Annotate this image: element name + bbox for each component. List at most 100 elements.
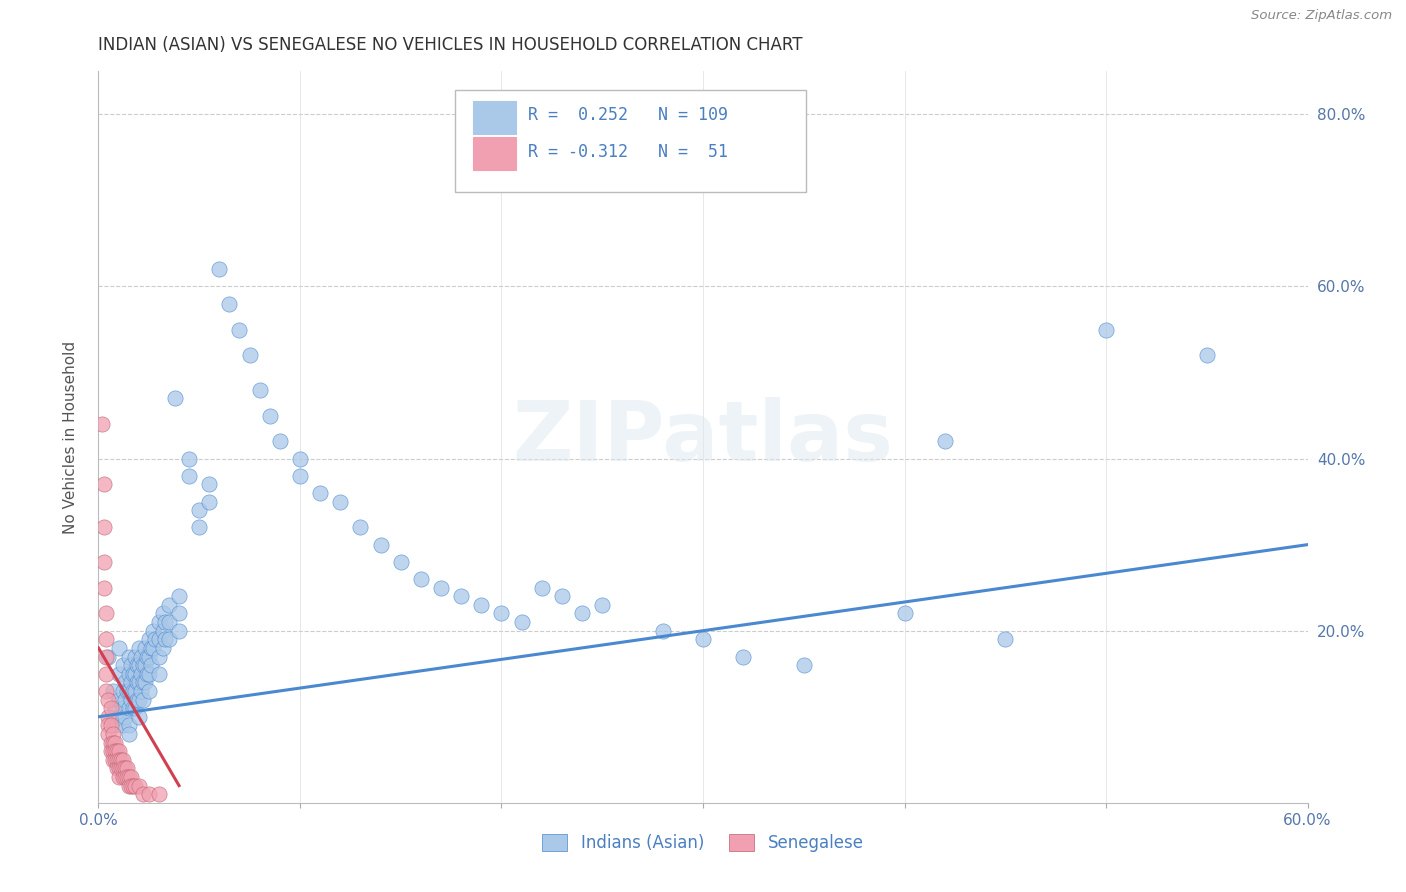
Point xyxy=(121,779,143,793)
Point xyxy=(96,632,118,647)
Point xyxy=(370,538,392,552)
Point xyxy=(259,409,281,423)
Point xyxy=(239,348,262,362)
Point xyxy=(153,615,176,629)
Point xyxy=(510,615,533,629)
Point xyxy=(118,684,141,698)
Point xyxy=(349,520,371,534)
Point xyxy=(167,607,190,621)
Point xyxy=(111,658,134,673)
Point xyxy=(491,607,513,621)
Point xyxy=(152,607,174,621)
Point xyxy=(105,753,128,767)
Point xyxy=(101,744,124,758)
Point xyxy=(134,640,156,655)
Point xyxy=(218,296,240,310)
Point xyxy=(100,735,122,749)
Point xyxy=(97,692,120,706)
Point xyxy=(107,640,129,655)
Point xyxy=(96,607,118,621)
Point xyxy=(97,649,120,664)
Point xyxy=(103,718,125,732)
Point xyxy=(103,753,125,767)
Point xyxy=(118,649,141,664)
Point xyxy=(120,658,142,673)
Point xyxy=(994,632,1017,647)
Point xyxy=(97,718,120,732)
Point xyxy=(148,666,170,681)
Text: ZIPatlas: ZIPatlas xyxy=(513,397,893,477)
Point xyxy=(118,666,141,681)
Point xyxy=(120,770,142,784)
Point xyxy=(93,581,115,595)
Point xyxy=(96,684,118,698)
Point xyxy=(114,692,136,706)
Point xyxy=(148,632,170,647)
Point xyxy=(148,787,170,801)
Point xyxy=(105,761,128,775)
Point xyxy=(733,649,755,664)
Point xyxy=(124,666,146,681)
Point xyxy=(128,779,150,793)
Point xyxy=(124,779,146,793)
Point xyxy=(198,494,221,508)
Point xyxy=(93,555,115,569)
Point xyxy=(934,434,956,449)
Point xyxy=(101,735,124,749)
Point xyxy=(107,770,129,784)
Point xyxy=(288,451,311,466)
Point xyxy=(96,666,118,681)
Point xyxy=(110,753,132,767)
Point xyxy=(530,581,553,595)
Point xyxy=(93,520,115,534)
Point xyxy=(110,761,132,775)
Point xyxy=(135,666,157,681)
Point xyxy=(128,692,150,706)
Point xyxy=(111,718,134,732)
Point xyxy=(91,417,114,432)
Point xyxy=(1095,322,1118,336)
Point xyxy=(128,658,150,673)
Point xyxy=(128,675,150,690)
Point xyxy=(97,727,120,741)
Point xyxy=(111,770,134,784)
Point xyxy=(124,649,146,664)
Point xyxy=(118,727,141,741)
Point xyxy=(124,701,146,715)
Point xyxy=(142,624,165,638)
Point xyxy=(100,718,122,732)
Text: R =  0.252   N = 109: R = 0.252 N = 109 xyxy=(527,106,728,124)
Point xyxy=(138,684,160,698)
Point xyxy=(188,520,211,534)
Point xyxy=(138,632,160,647)
Point xyxy=(100,701,122,715)
Point xyxy=(138,787,160,801)
Point xyxy=(114,710,136,724)
Point xyxy=(228,322,250,336)
Point xyxy=(208,262,231,277)
Point xyxy=(309,486,332,500)
Point xyxy=(167,624,190,638)
Point xyxy=(148,615,170,629)
Point xyxy=(111,701,134,715)
Point xyxy=(138,666,160,681)
Point xyxy=(450,589,472,603)
Point xyxy=(107,692,129,706)
Point xyxy=(103,744,125,758)
Point xyxy=(139,640,162,655)
Point xyxy=(143,632,166,647)
Text: R = -0.312   N =  51: R = -0.312 N = 51 xyxy=(527,143,728,161)
Point xyxy=(188,503,211,517)
Point xyxy=(96,649,118,664)
Point xyxy=(128,710,150,724)
Point xyxy=(120,779,142,793)
Point xyxy=(651,624,673,638)
Point xyxy=(163,392,186,406)
Point xyxy=(157,615,180,629)
Point xyxy=(124,684,146,698)
Point xyxy=(125,658,148,673)
Point xyxy=(107,761,129,775)
Point xyxy=(470,598,492,612)
Point xyxy=(115,761,138,775)
Point xyxy=(179,468,201,483)
